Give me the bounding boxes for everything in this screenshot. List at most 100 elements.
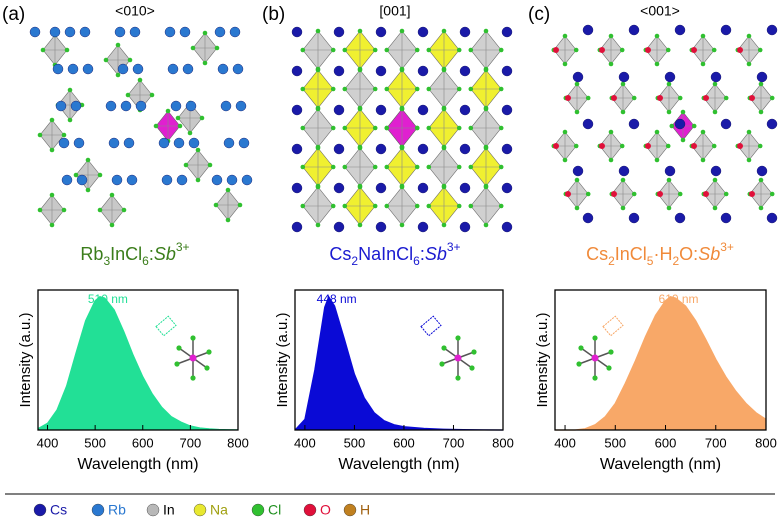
atom bbox=[117, 63, 129, 75]
cl-atom bbox=[165, 108, 171, 114]
formula: Cs2InCl5·H2O:Sb3+ bbox=[586, 240, 734, 268]
x-tick-label: 800 bbox=[492, 435, 514, 450]
inset-cl bbox=[206, 349, 212, 355]
cl-atom bbox=[61, 132, 67, 138]
spectrum-line bbox=[37, 296, 239, 431]
formula-part: 2 bbox=[672, 254, 679, 268]
cl-atom bbox=[620, 109, 626, 115]
cl-atom bbox=[746, 33, 752, 39]
cl-atom bbox=[746, 129, 752, 135]
peak-annotation: 510 nm bbox=[88, 292, 128, 306]
atom bbox=[720, 212, 732, 224]
cl-atom bbox=[357, 67, 363, 73]
atom bbox=[52, 63, 64, 75]
legend-label: O bbox=[320, 502, 331, 518]
legend-label: Cl bbox=[268, 502, 281, 518]
inset-cl bbox=[592, 335, 598, 341]
atom bbox=[333, 143, 345, 155]
atom bbox=[173, 137, 185, 149]
cl-atom bbox=[300, 164, 306, 170]
atom bbox=[766, 212, 778, 224]
formula-part: Sb bbox=[425, 244, 447, 264]
atom bbox=[375, 143, 387, 155]
legend-label: H bbox=[360, 502, 370, 518]
atom bbox=[674, 24, 686, 36]
inset-cl bbox=[576, 361, 582, 367]
cl-atom bbox=[574, 205, 580, 211]
cl-atom bbox=[315, 106, 321, 112]
cl-atom bbox=[757, 47, 763, 53]
cl-atom bbox=[137, 77, 143, 83]
atom bbox=[375, 182, 387, 194]
view-direction: [001] bbox=[379, 3, 410, 19]
cl-atom bbox=[666, 109, 672, 115]
atom bbox=[161, 174, 173, 186]
inset-cl bbox=[190, 335, 196, 341]
formula-part: InCl bbox=[615, 244, 647, 264]
excitation-arrow bbox=[420, 315, 442, 337]
cl-atom bbox=[700, 33, 706, 39]
atom bbox=[417, 143, 429, 155]
cl-atom bbox=[315, 184, 321, 190]
atom bbox=[618, 71, 630, 83]
cl-atom bbox=[441, 145, 447, 151]
legend-swatch bbox=[343, 503, 357, 517]
cl-atom bbox=[315, 28, 321, 34]
spectrum-line bbox=[555, 296, 767, 431]
cl-atom bbox=[562, 33, 568, 39]
cl-atom bbox=[712, 177, 718, 183]
inset-cl bbox=[455, 335, 461, 341]
atom bbox=[501, 26, 513, 38]
atom bbox=[333, 104, 345, 116]
cl-atom bbox=[665, 47, 671, 53]
atom bbox=[720, 24, 732, 36]
excitation-arrow bbox=[155, 315, 177, 337]
atom bbox=[501, 221, 513, 233]
o-atom bbox=[565, 95, 571, 101]
atom bbox=[135, 100, 147, 112]
cl-atom bbox=[585, 191, 591, 197]
x-tick-label: 400 bbox=[37, 435, 59, 450]
cl-atom bbox=[67, 117, 73, 123]
cl-atom bbox=[103, 57, 109, 63]
atom bbox=[114, 26, 126, 38]
atom bbox=[291, 143, 303, 155]
legend-label: Na bbox=[210, 502, 228, 518]
inset-cl bbox=[592, 375, 598, 381]
formula-part: Rb bbox=[80, 244, 103, 264]
atom bbox=[417, 26, 429, 38]
cl-atom bbox=[468, 203, 474, 209]
x-tick-label: 500 bbox=[604, 435, 626, 450]
atom bbox=[220, 100, 232, 112]
x-tick-label: 700 bbox=[180, 435, 202, 450]
cl-atom bbox=[498, 125, 504, 131]
cl-atom bbox=[342, 47, 348, 53]
cl-atom bbox=[441, 28, 447, 34]
cl-atom bbox=[357, 28, 363, 34]
cl-atom bbox=[426, 125, 432, 131]
cl-atom bbox=[757, 143, 763, 149]
atom bbox=[582, 24, 594, 36]
inset-sb bbox=[591, 354, 599, 362]
cl-atom bbox=[562, 129, 568, 135]
cl-atom bbox=[225, 187, 231, 193]
atom bbox=[238, 137, 250, 149]
cl-atom bbox=[153, 123, 159, 129]
cl-atom bbox=[49, 192, 55, 198]
cl-atom bbox=[746, 157, 752, 163]
atom bbox=[132, 63, 144, 75]
cl-atom bbox=[372, 164, 378, 170]
legend-swatch bbox=[193, 503, 207, 517]
atom bbox=[29, 26, 41, 38]
atom bbox=[417, 221, 429, 233]
atom bbox=[229, 26, 241, 38]
o-atom bbox=[737, 143, 743, 149]
atom bbox=[459, 182, 471, 194]
cl-atom bbox=[654, 61, 660, 67]
o-atom bbox=[749, 95, 755, 101]
cl-atom bbox=[426, 86, 432, 92]
cl-atom bbox=[384, 47, 390, 53]
atom bbox=[674, 118, 686, 130]
area-fill bbox=[295, 296, 503, 430]
